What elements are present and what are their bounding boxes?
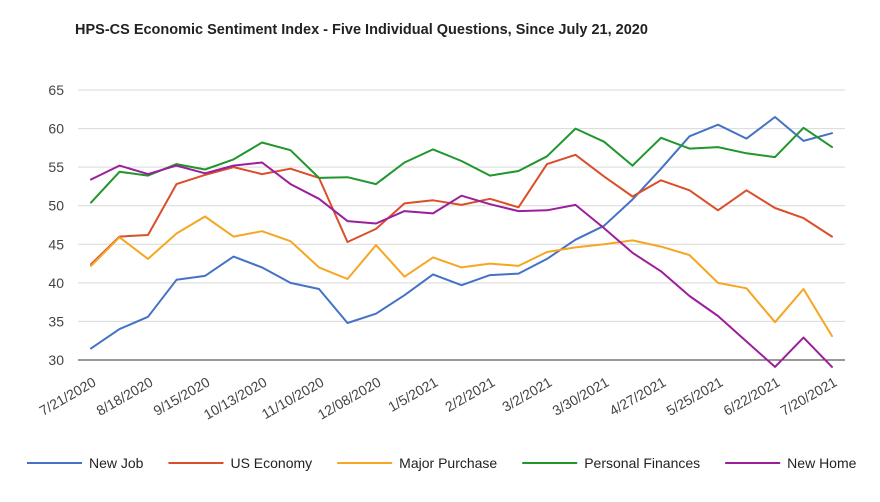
series-line-personal-finances <box>90 126 833 204</box>
legend: New Job US Economy Major Purchase Personal … <box>27 455 857 471</box>
chart-title: HPS-CS Economic Sentiment Index - Five I… <box>75 22 648 38</box>
x-tick-label: 11/10/2020 <box>259 374 327 422</box>
x-tick-label: 1/5/2021 <box>385 374 440 415</box>
series-line-new-home <box>90 161 833 368</box>
y-tick-label: 60 <box>48 121 64 137</box>
x-tick-label: 10/13/2020 <box>201 374 270 423</box>
legend-item: US Economy <box>168 455 312 471</box>
series-line-us-economy <box>90 153 833 266</box>
legend-item: New Job <box>27 455 144 471</box>
legend-item: Personal Finances <box>522 455 700 471</box>
x-axis-ticks: 7/21/20208/18/20209/15/202010/13/202011/… <box>37 374 840 423</box>
x-tick-label: 3/2/2021 <box>499 374 554 415</box>
legend-label: New Home <box>787 455 856 471</box>
x-tick-label: 8/18/2020 <box>94 374 156 419</box>
legend-label: US Economy <box>230 455 312 471</box>
y-axis-ticks: 30 35 40 45 50 55 60 65 <box>48 82 64 368</box>
y-tick-label: 30 <box>48 352 64 368</box>
x-tick-label: 7/20/2021 <box>778 374 840 419</box>
series-line-major-purchase <box>90 215 833 338</box>
x-tick-label: 7/21/2020 <box>37 374 99 419</box>
x-tick-label: 5/25/2021 <box>664 374 726 419</box>
series-line-new-job <box>90 116 833 350</box>
y-tick-label: 35 <box>48 313 64 329</box>
y-tick-label: 50 <box>48 198 64 214</box>
x-tick-label: 6/22/2021 <box>721 374 783 419</box>
legend-item: Major Purchase <box>337 455 497 471</box>
x-tick-label: 4/27/2021 <box>607 374 669 419</box>
legend-label: New Job <box>89 455 144 471</box>
legend-label: Major Purchase <box>399 455 497 471</box>
y-tick-label: 55 <box>48 159 64 175</box>
legend-label: Personal Finances <box>584 455 700 471</box>
x-tick-label: 12/08/2020 <box>315 374 384 423</box>
y-tick-label: 65 <box>48 82 64 98</box>
series-lines <box>90 116 833 368</box>
legend-item: New Home <box>725 455 857 471</box>
y-tick-label: 45 <box>48 236 64 252</box>
x-tick-label: 3/30/2021 <box>550 374 612 419</box>
y-tick-label: 40 <box>48 275 64 291</box>
x-tick-label: 2/2/2021 <box>442 374 497 415</box>
